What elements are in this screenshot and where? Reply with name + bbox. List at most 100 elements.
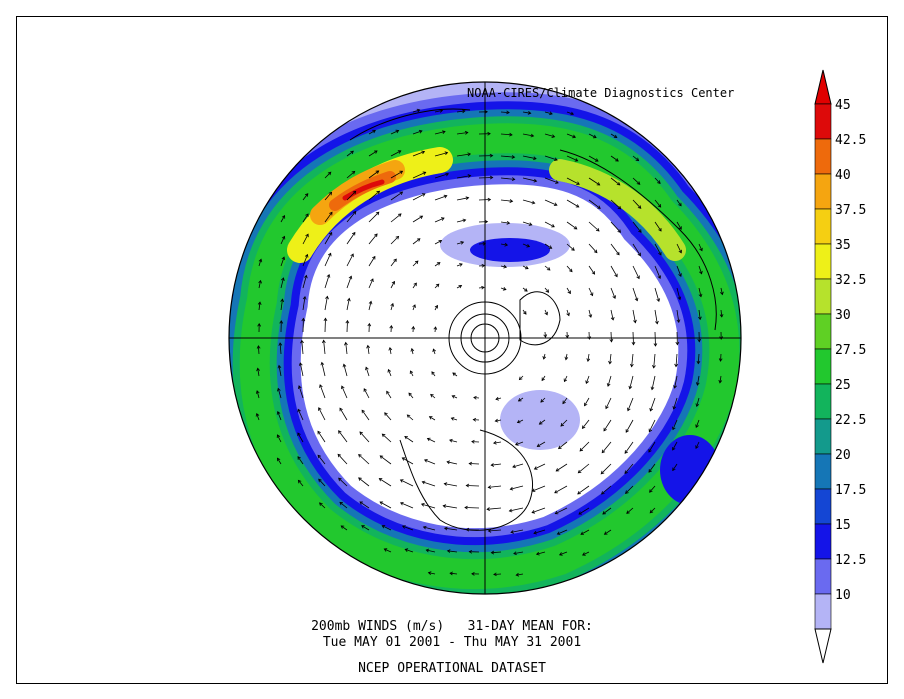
wind-vector-head — [255, 412, 260, 417]
wind-vector — [434, 152, 448, 157]
wind-vector-head — [543, 334, 548, 338]
wind-vector-head — [487, 528, 492, 533]
wind-vector-head — [557, 445, 562, 450]
wind-vector-head — [511, 155, 516, 159]
wind-vector-head — [572, 134, 577, 139]
wind-vector — [302, 296, 306, 311]
wind-vector — [412, 193, 426, 201]
wind-vector-head — [471, 571, 475, 576]
wind-vector — [522, 221, 532, 226]
wind-vector — [359, 431, 370, 443]
wind-vector — [559, 551, 568, 556]
wind-vector-head — [636, 181, 641, 185]
wind-vector-head — [606, 383, 611, 387]
wind-vector-head — [657, 180, 661, 184]
wind-vector-head — [341, 385, 345, 390]
wind-vector-head — [281, 215, 286, 219]
wind-vector-head — [593, 249, 598, 254]
wind-vector-head — [449, 571, 453, 576]
wind-vector — [566, 177, 580, 185]
colorbar-swatch — [814, 348, 832, 385]
wind-vector-head — [493, 440, 497, 445]
wind-vector-head — [399, 479, 404, 483]
wind-vector-head — [678, 273, 682, 278]
wind-vector — [544, 111, 553, 115]
wind-vector — [509, 507, 524, 512]
wind-vector-head — [509, 132, 513, 137]
wind-vector-head — [585, 380, 589, 384]
wind-vector-head — [351, 231, 356, 236]
wind-vector — [298, 480, 304, 487]
wind-vector-head — [411, 325, 416, 330]
wind-vector-head — [431, 371, 435, 375]
wind-vector-head — [352, 190, 357, 195]
wind-vector — [390, 258, 397, 267]
wind-vector-head — [256, 367, 261, 372]
wind-vector — [346, 320, 348, 333]
caption-line-3: NCEP OPERATIONAL DATASET — [358, 661, 546, 676]
wind-vector-head — [548, 245, 553, 249]
colorbar-swatch — [814, 103, 832, 140]
wind-vector-head — [446, 549, 451, 553]
wind-vector — [588, 287, 593, 296]
wind-vector — [346, 171, 355, 179]
wind-vector-head — [258, 258, 263, 263]
wind-vector — [719, 375, 722, 383]
wind-vector — [434, 326, 436, 333]
wind-vector-head — [395, 235, 400, 240]
wind-vector — [402, 525, 414, 531]
wind-vector — [444, 527, 458, 531]
wind-vector-head — [533, 178, 538, 183]
wind-vector — [340, 525, 348, 531]
wind-vector-head — [465, 196, 470, 201]
wind-vector — [299, 362, 304, 377]
wind-vector — [696, 397, 700, 407]
wind-vector-head — [516, 419, 521, 424]
wind-vector-head — [530, 133, 535, 138]
wind-vector — [379, 478, 392, 487]
wind-vector-head — [372, 255, 376, 260]
wind-vector — [600, 463, 612, 475]
wind-vector — [321, 362, 326, 377]
wind-vector — [478, 199, 491, 201]
wind-vector-head — [301, 317, 306, 322]
wind-vector-head — [350, 150, 354, 155]
wind-vector — [522, 199, 535, 204]
wind-vector-head — [443, 482, 448, 486]
wind-vector — [368, 233, 378, 245]
colorbar-tick-label: 32.5 — [835, 273, 866, 288]
wind-vector-head — [576, 181, 580, 185]
wind-vector-head — [276, 410, 281, 415]
wind-vector-head — [569, 268, 573, 273]
wind-vector-head — [427, 571, 432, 575]
wind-vector-head — [445, 172, 450, 177]
wind-vector — [500, 243, 508, 246]
wind-vector-head — [675, 341, 680, 346]
wind-vector-head — [672, 426, 676, 431]
wind-vector — [279, 342, 282, 355]
wind-vector-head — [577, 469, 582, 474]
wind-vector — [544, 287, 549, 293]
wind-vector — [339, 407, 348, 421]
wind-vector-head — [610, 316, 615, 321]
wind-vector-head — [695, 445, 699, 450]
wind-vector — [379, 501, 392, 509]
wind-vector-head — [325, 295, 329, 300]
wind-vector-head — [462, 109, 466, 114]
wind-vector — [676, 199, 682, 207]
wind-vector — [495, 419, 502, 422]
wind-vector-head — [318, 478, 322, 483]
wind-vector-head — [319, 384, 323, 388]
wind-vector — [379, 455, 392, 465]
wind-vector-head — [422, 525, 427, 530]
wind-vector-head — [340, 525, 345, 529]
wind-vector-head — [649, 407, 654, 412]
wind-vector-head — [375, 170, 380, 174]
wind-vector-head — [506, 220, 511, 225]
wind-vector — [367, 345, 370, 355]
wind-vector-head — [435, 283, 440, 288]
colorbar-tick-label: 40 — [835, 168, 851, 183]
wind-vector — [720, 309, 723, 317]
wind-vector — [491, 463, 502, 466]
colorbar-tick-label: 42.5 — [835, 133, 866, 148]
